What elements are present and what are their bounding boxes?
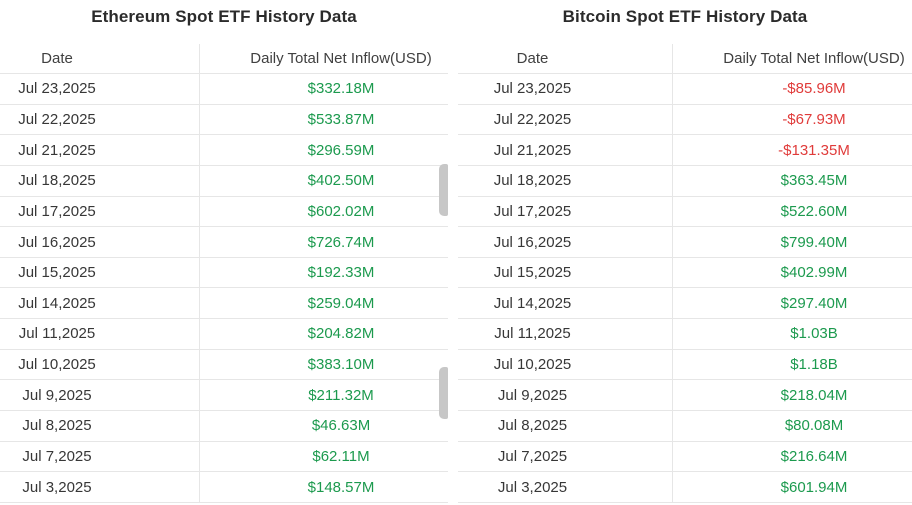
table-row: Jul 22,2025 -$67.93M	[458, 104, 912, 136]
date-cell: Jul 9,2025	[0, 380, 200, 411]
table-row: Jul 21,2025 -$131.35M	[458, 135, 912, 166]
date-cell: Jul 22,2025	[0, 104, 200, 135]
table-row: Jul 8,2025 $46.63M	[0, 411, 448, 442]
table-row: Jul 9,2025 $218.04M	[458, 380, 912, 412]
table-row: Jul 3,2025 $601.94M	[458, 472, 912, 503]
date-cell: Jul 14,2025	[0, 288, 200, 319]
table-row: Jul 16,2025 $799.40M	[458, 227, 912, 258]
net-inflow-cell: $1.18B	[790, 356, 838, 374]
date-cell: Jul 8,2025	[0, 411, 200, 441]
scrollbar-thumb[interactable]	[439, 367, 448, 419]
scrollbar-thumb[interactable]	[439, 164, 448, 216]
daily-net-inflow-column-header: Daily Total Net Inflow(USD)	[250, 50, 432, 67]
ethereum-table-body: Jul 23,2025 $332.18M Jul 22,2025 $533.87M Ju…	[0, 74, 448, 503]
table-row: Jul 7,2025 $216.64M	[458, 441, 912, 473]
net-inflow-cell: -$67.93M	[782, 110, 846, 128]
date-cell: Jul 8,2025	[458, 411, 673, 441]
date-cell: Jul 16,2025	[458, 227, 673, 257]
net-inflow-cell: $297.40M	[780, 294, 848, 312]
bitcoin-table-body: Jul 23,2025 -$85.96M Jul 22,2025 -$67.93M Ju…	[458, 74, 912, 503]
table-row: Jul 14,2025 $259.04M	[0, 288, 448, 320]
net-inflow-cell: $218.04M	[780, 386, 848, 404]
net-inflow-cell: $402.99M	[780, 264, 848, 282]
table-row: Jul 21,2025 $296.59M	[0, 135, 448, 166]
table-row: Jul 16,2025 $726.74M	[0, 227, 448, 258]
table-row: Jul 10,2025 $1.18B	[458, 349, 912, 381]
date-cell: Jul 15,2025	[458, 257, 673, 288]
net-inflow-cell: $46.63M	[311, 417, 371, 435]
net-inflow-cell: -$85.96M	[782, 80, 846, 98]
date-column-header: Date	[0, 44, 200, 73]
ethereum-etf-table-panel: Ethereum Spot ETF History Data Date Dail…	[0, 0, 448, 503]
date-cell: Jul 11,2025	[458, 319, 673, 349]
date-cell: Jul 3,2025	[458, 472, 673, 502]
table-row: Jul 23,2025 -$85.96M	[458, 74, 912, 105]
net-inflow-cell: $533.87M	[307, 110, 375, 128]
net-inflow-cell: $799.40M	[780, 233, 848, 251]
table-row: Jul 15,2025 $192.33M	[0, 257, 448, 289]
ethereum-table-title: Ethereum Spot ETF History Data	[91, 6, 357, 26]
ethereum-table-header-row: Date Daily Total Net Inflow(USD)	[0, 44, 448, 74]
table-row: Jul 10,2025 $383.10M	[0, 349, 448, 381]
table-row: Jul 17,2025 $602.02M	[0, 196, 448, 228]
date-cell: Jul 3,2025	[0, 472, 200, 502]
net-inflow-cell: -$131.35M	[778, 141, 850, 159]
net-inflow-cell: $383.10M	[307, 356, 375, 374]
table-row: Jul 8,2025 $80.08M	[458, 411, 912, 442]
date-cell: Jul 9,2025	[458, 380, 673, 411]
date-cell: Jul 17,2025	[458, 196, 673, 227]
date-cell: Jul 22,2025	[458, 104, 673, 135]
net-inflow-cell: $602.02M	[307, 202, 375, 220]
date-cell: Jul 11,2025	[0, 319, 200, 349]
net-inflow-cell: $332.18M	[307, 80, 375, 98]
date-cell: Jul 21,2025	[0, 135, 200, 165]
net-inflow-cell: $363.45M	[780, 172, 848, 190]
table-row: Jul 18,2025 $363.45M	[458, 165, 912, 197]
date-cell: Jul 23,2025	[0, 74, 200, 104]
net-inflow-cell: $148.57M	[307, 478, 375, 496]
date-cell: Jul 17,2025	[0, 196, 200, 227]
date-cell: Jul 18,2025	[0, 165, 200, 196]
net-inflow-cell: $211.32M	[308, 386, 374, 404]
table-row: Jul 11,2025 $1.03B	[458, 319, 912, 350]
net-inflow-cell: $216.64M	[780, 448, 848, 465]
table-row: Jul 17,2025 $522.60M	[458, 196, 912, 228]
net-inflow-cell: $62.11M	[312, 448, 370, 465]
net-inflow-cell: $522.60M	[780, 202, 848, 220]
date-cell: Jul 15,2025	[0, 257, 200, 288]
date-cell: Jul 10,2025	[0, 349, 200, 380]
date-cell: Jul 10,2025	[458, 349, 673, 380]
date-cell: Jul 16,2025	[0, 227, 200, 257]
date-cell: Jul 7,2025	[458, 441, 673, 472]
table-row: Jul 7,2025 $62.11M	[0, 441, 448, 473]
net-inflow-cell: $259.04M	[307, 294, 375, 312]
date-cell: Jul 23,2025	[458, 74, 673, 104]
date-column-header: Date	[458, 44, 673, 73]
bitcoin-etf-table-panel: Bitcoin Spot ETF History Data Date Daily…	[458, 0, 912, 503]
table-row: Jul 9,2025 $211.32M	[0, 380, 448, 412]
table-row: Jul 15,2025 $402.99M	[458, 257, 912, 289]
net-inflow-cell: $204.82M	[307, 325, 375, 343]
bitcoin-table-header-row: Date Daily Total Net Inflow(USD)	[458, 44, 912, 74]
net-inflow-cell: $726.74M	[307, 233, 375, 251]
daily-net-inflow-column-header: Daily Total Net Inflow(USD)	[723, 50, 905, 67]
table-row: Jul 22,2025 $533.87M	[0, 104, 448, 136]
bitcoin-table-title: Bitcoin Spot ETF History Data	[562, 6, 808, 26]
net-inflow-cell: $80.08M	[784, 417, 844, 435]
date-cell: Jul 14,2025	[458, 288, 673, 319]
net-inflow-cell: $1.03B	[790, 325, 838, 343]
net-inflow-cell: $192.33M	[307, 264, 375, 282]
table-row: Jul 18,2025 $402.50M	[0, 165, 448, 197]
net-inflow-cell: $601.94M	[780, 478, 848, 496]
date-cell: Jul 7,2025	[0, 441, 200, 472]
table-row: Jul 11,2025 $204.82M	[0, 319, 448, 350]
table-row: Jul 14,2025 $297.40M	[458, 288, 912, 320]
net-inflow-cell: $402.50M	[307, 172, 375, 190]
date-cell: Jul 18,2025	[458, 165, 673, 196]
table-row: Jul 23,2025 $332.18M	[0, 74, 448, 105]
net-inflow-cell: $296.59M	[307, 141, 375, 159]
date-cell: Jul 21,2025	[458, 135, 673, 165]
table-row: Jul 3,2025 $148.57M	[0, 472, 448, 503]
